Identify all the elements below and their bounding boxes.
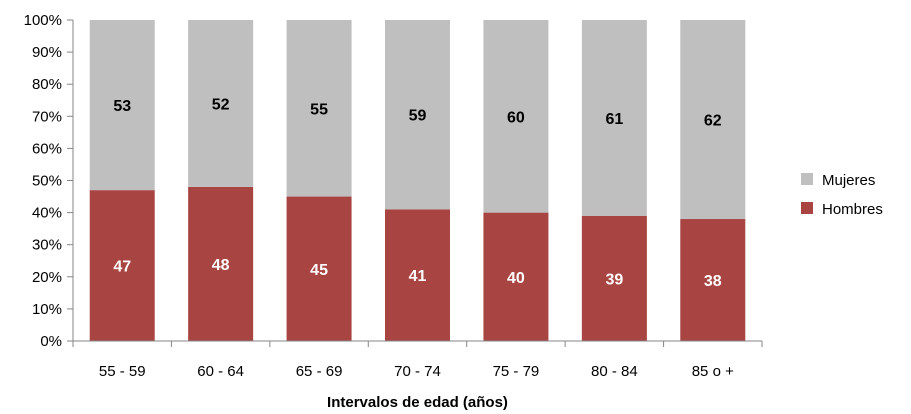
data-label-mujeres: 59 — [409, 108, 427, 125]
bar-mujeres — [680, 20, 746, 220]
legend-label-hombres: Hombres — [822, 201, 883, 218]
x-tick-label: 75 - 79 — [493, 363, 540, 380]
bar-mujeres — [188, 20, 254, 187]
bar-mujeres — [89, 20, 155, 191]
data-label-hombres: 47 — [113, 259, 131, 276]
data-label-hombres: 48 — [212, 257, 230, 274]
data-label-mujeres: 55 — [310, 101, 328, 118]
y-tick-label: 60% — [32, 140, 62, 157]
bar-hombres — [188, 186, 254, 341]
y-tick-label: 0% — [40, 333, 62, 350]
data-label-hombres: 38 — [704, 273, 722, 290]
bar-mujeres — [581, 20, 647, 216]
data-label-mujeres: 53 — [113, 98, 131, 115]
bars — [89, 20, 746, 341]
data-label-mujeres: 61 — [605, 111, 623, 128]
bar-hombres — [581, 215, 647, 341]
y-tick-label: 30% — [32, 237, 62, 254]
y-tick-label: 70% — [32, 108, 62, 125]
bar-hombres — [680, 219, 746, 341]
y-axis: 0% 10% 20% 30% 40% 50% 60% 70% 80% 90% 100% — [24, 12, 74, 350]
data-label-hombres: 45 — [310, 262, 328, 279]
x-tick-label: 55 - 59 — [99, 363, 146, 380]
bar-mujeres — [483, 20, 549, 213]
x-tick-label: 65 - 69 — [296, 363, 343, 380]
y-tick-label: 20% — [32, 269, 62, 286]
bar-hombres — [385, 209, 450, 341]
data-label-mujeres: 60 — [507, 109, 525, 126]
legend-swatch-mujeres — [801, 173, 813, 185]
y-tick-label: 50% — [32, 173, 62, 190]
data-label-mujeres: 62 — [704, 113, 722, 130]
y-tick-label: 90% — [32, 44, 62, 61]
legend-swatch-hombres — [801, 202, 813, 214]
bar-mujeres — [385, 20, 450, 210]
data-label-hombres: 41 — [409, 268, 427, 285]
data-labels: 47 53 48 52 45 55 41 59 40 60 39 61 38 62 — [113, 96, 721, 290]
y-tick-label: 10% — [32, 301, 62, 318]
legend: Mujeres Hombres — [801, 172, 883, 218]
bar-hombres — [89, 190, 155, 341]
data-label-hombres: 39 — [605, 271, 623, 288]
bar-hombres — [286, 196, 352, 341]
y-tick-label: 80% — [32, 76, 62, 93]
data-label-hombres: 40 — [507, 270, 525, 287]
y-tick-label: 40% — [32, 205, 62, 222]
x-tick-label: 80 - 84 — [591, 363, 638, 380]
bar-hombres — [483, 212, 549, 341]
x-axis-title: Intervalos de edad (años) — [327, 394, 508, 411]
x-tick-label: 85 o + — [692, 363, 734, 380]
legend-label-mujeres: Mujeres — [822, 172, 875, 189]
bar-mujeres — [286, 20, 352, 197]
x-axis: 55 - 59 60 - 64 65 - 69 70 - 74 75 - 79 80 - … — [72, 340, 763, 380]
data-label-mujeres: 52 — [212, 96, 230, 113]
y-tick-label: 100% — [24, 12, 62, 29]
x-tick-label: 60 - 64 — [197, 363, 244, 380]
x-tick-label: 70 - 74 — [394, 363, 441, 380]
